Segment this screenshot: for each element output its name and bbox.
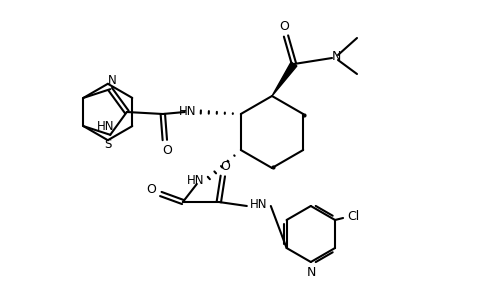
Text: N: N <box>108 74 116 87</box>
Text: HN: HN <box>97 120 114 133</box>
Text: Cl: Cl <box>347 210 359 223</box>
Text: O: O <box>162 143 172 156</box>
Text: HN: HN <box>187 173 204 186</box>
Text: S: S <box>104 138 112 151</box>
Text: HN: HN <box>250 198 268 211</box>
Text: HN: HN <box>179 104 196 118</box>
Text: N: N <box>332 49 340 63</box>
Text: O: O <box>279 19 289 33</box>
Text: O: O <box>146 183 156 196</box>
Text: O: O <box>220 160 230 173</box>
Text: N: N <box>307 265 316 278</box>
Polygon shape <box>272 62 297 96</box>
